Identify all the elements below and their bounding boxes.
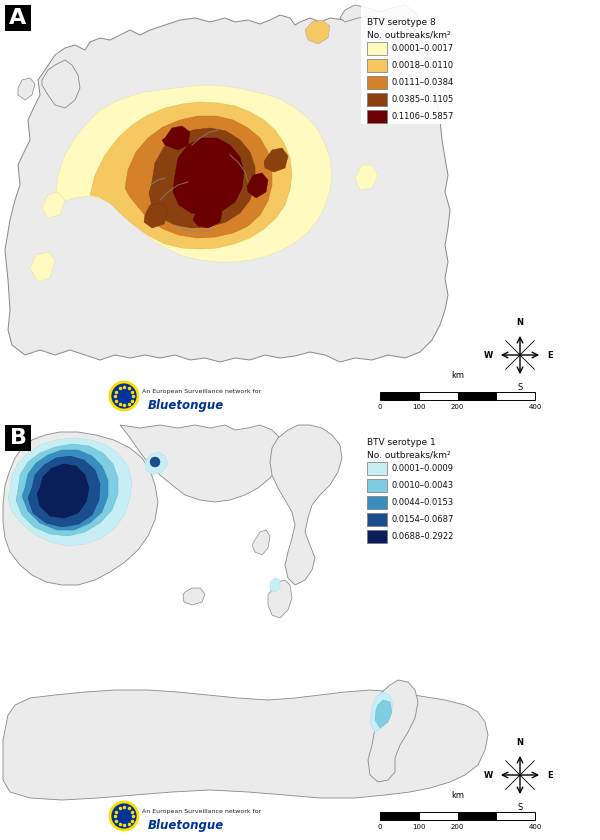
Polygon shape xyxy=(370,692,393,732)
Polygon shape xyxy=(18,78,35,100)
Text: 200: 200 xyxy=(451,824,464,830)
Bar xyxy=(458,392,496,400)
Polygon shape xyxy=(173,138,244,215)
Polygon shape xyxy=(30,252,55,282)
Polygon shape xyxy=(145,452,168,475)
Polygon shape xyxy=(264,148,288,172)
Polygon shape xyxy=(28,456,100,527)
Bar xyxy=(419,392,458,400)
Polygon shape xyxy=(42,60,80,108)
Bar xyxy=(380,812,419,820)
Polygon shape xyxy=(120,425,285,502)
Polygon shape xyxy=(375,700,392,728)
Text: BTV serotype 1: BTV serotype 1 xyxy=(367,438,436,447)
Bar xyxy=(367,479,387,492)
Polygon shape xyxy=(193,206,222,228)
Bar xyxy=(419,812,458,820)
Text: 0.0111–0.0384: 0.0111–0.0384 xyxy=(391,78,453,87)
Bar xyxy=(367,462,387,475)
Text: W: W xyxy=(484,770,493,780)
Text: A: A xyxy=(10,8,26,28)
Text: 0.0018–0.0110: 0.0018–0.0110 xyxy=(391,61,453,70)
Polygon shape xyxy=(16,444,118,536)
Bar xyxy=(361,4,536,124)
Polygon shape xyxy=(305,20,330,44)
Polygon shape xyxy=(144,203,168,228)
Polygon shape xyxy=(368,680,418,782)
Text: No. outbreaks/km²: No. outbreaks/km² xyxy=(367,450,451,459)
Bar xyxy=(367,110,387,123)
Text: 100: 100 xyxy=(412,824,425,830)
Polygon shape xyxy=(125,116,272,238)
Circle shape xyxy=(110,802,138,830)
Bar xyxy=(367,76,387,89)
Bar xyxy=(380,392,419,400)
Polygon shape xyxy=(355,165,378,190)
Polygon shape xyxy=(3,690,488,800)
Text: km: km xyxy=(451,791,464,800)
Text: 0.0688–0.2922: 0.0688–0.2922 xyxy=(391,532,454,541)
Polygon shape xyxy=(37,464,89,518)
Bar xyxy=(367,530,387,543)
Text: An European Surveillance network for: An European Surveillance network for xyxy=(142,389,261,394)
Polygon shape xyxy=(90,102,292,249)
Text: 0.0010–0.0043: 0.0010–0.0043 xyxy=(391,481,453,490)
Text: E: E xyxy=(547,770,553,780)
Circle shape xyxy=(150,457,160,467)
Text: No. outbreaks/km²: No. outbreaks/km² xyxy=(367,30,451,39)
Text: 400: 400 xyxy=(529,824,542,830)
Bar xyxy=(496,812,535,820)
Polygon shape xyxy=(162,126,190,150)
Polygon shape xyxy=(3,432,158,585)
Text: 0.0001–0.0009: 0.0001–0.0009 xyxy=(391,464,453,473)
Text: N: N xyxy=(517,318,523,327)
Polygon shape xyxy=(183,588,205,605)
Polygon shape xyxy=(5,14,450,362)
Text: Bluetongue: Bluetongue xyxy=(148,819,224,832)
Polygon shape xyxy=(149,128,255,228)
Text: An European Surveillance network for: An European Surveillance network for xyxy=(142,809,261,814)
Text: 0: 0 xyxy=(378,824,382,830)
Text: Bluetongue: Bluetongue xyxy=(148,399,224,412)
Polygon shape xyxy=(270,578,280,592)
Text: B: B xyxy=(10,428,26,448)
Text: 0.0001–0.0017: 0.0001–0.0017 xyxy=(391,44,453,53)
Bar xyxy=(458,812,496,820)
Bar xyxy=(367,42,387,55)
Text: W: W xyxy=(484,350,493,360)
Polygon shape xyxy=(270,425,342,585)
Bar xyxy=(5,5,31,31)
Bar xyxy=(367,59,387,72)
Text: 0.0154–0.0687: 0.0154–0.0687 xyxy=(391,515,454,524)
Text: 0.1106–0.5857: 0.1106–0.5857 xyxy=(391,112,454,121)
Text: 0.0385–0.1105: 0.0385–0.1105 xyxy=(391,95,453,104)
Text: N: N xyxy=(517,738,523,747)
Polygon shape xyxy=(268,580,292,618)
Bar xyxy=(5,425,31,451)
Bar xyxy=(367,496,387,509)
Text: S: S xyxy=(517,803,523,812)
Polygon shape xyxy=(247,173,268,198)
Polygon shape xyxy=(22,450,108,530)
Text: 0.0044–0.0153: 0.0044–0.0153 xyxy=(391,498,453,507)
Text: 200: 200 xyxy=(451,404,464,410)
Bar xyxy=(367,93,387,106)
Text: S: S xyxy=(517,383,523,392)
Polygon shape xyxy=(252,530,270,555)
Text: E: E xyxy=(547,350,553,360)
Bar xyxy=(496,392,535,400)
Circle shape xyxy=(110,382,138,410)
Text: 0: 0 xyxy=(378,404,382,410)
Text: 400: 400 xyxy=(529,404,542,410)
Polygon shape xyxy=(308,22,322,36)
Polygon shape xyxy=(42,192,65,218)
Bar xyxy=(361,424,536,544)
Polygon shape xyxy=(55,85,332,262)
Polygon shape xyxy=(8,438,132,546)
Polygon shape xyxy=(340,5,420,30)
Text: BTV serotype 8: BTV serotype 8 xyxy=(367,18,436,27)
Text: km: km xyxy=(451,371,464,380)
Bar xyxy=(367,513,387,526)
Text: 100: 100 xyxy=(412,404,425,410)
